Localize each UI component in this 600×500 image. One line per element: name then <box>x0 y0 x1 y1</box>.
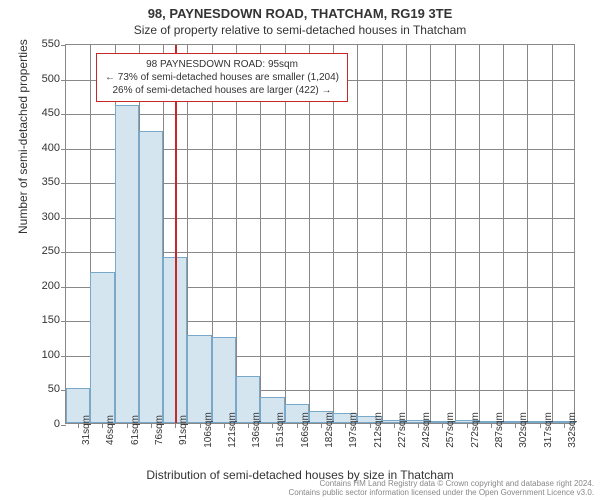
x-tick-label: 121sqm <box>227 412 238 448</box>
footer-line-1: Contains HM Land Registry data © Crown c… <box>288 479 594 489</box>
x-tick-label: 227sqm <box>397 412 408 448</box>
footer-line-2: Contains public sector information licen… <box>288 488 594 498</box>
annotation-line: 26% of semi-detached houses are larger (… <box>105 84 339 97</box>
x-tick-label: 61sqm <box>130 415 141 445</box>
y-tick-label: 250 <box>30 245 60 257</box>
x-tick-mark <box>515 423 516 428</box>
x-tick-mark <box>394 423 395 428</box>
y-tick-mark <box>61 356 66 357</box>
y-tick-mark <box>61 218 66 219</box>
x-tick-mark <box>370 423 371 428</box>
x-tick-mark <box>78 423 79 428</box>
x-tick-label: 46sqm <box>105 415 116 445</box>
x-tick-mark <box>418 423 419 428</box>
y-axis-label: Number of semi-detached properties <box>16 39 30 234</box>
y-tick-label: 500 <box>30 73 60 85</box>
y-tick-mark <box>61 80 66 81</box>
grid-line-vertical <box>552 45 553 423</box>
y-tick-label: 300 <box>30 211 60 223</box>
x-tick-label: 317sqm <box>543 412 554 448</box>
chart-title-sub: Size of property relative to semi-detach… <box>0 23 600 37</box>
x-tick-label: 272sqm <box>470 412 481 448</box>
x-tick-label: 212sqm <box>373 412 384 448</box>
x-tick-mark <box>564 423 565 428</box>
grid-line-vertical <box>479 45 480 423</box>
x-tick-mark <box>272 423 273 428</box>
x-tick-mark <box>102 423 103 428</box>
x-tick-mark <box>540 423 541 428</box>
x-tick-label: 302sqm <box>518 412 529 448</box>
x-tick-mark <box>345 423 346 428</box>
x-tick-mark <box>442 423 443 428</box>
annotation-line: ← 73% of semi-detached houses are smalle… <box>105 71 339 84</box>
x-tick-mark <box>151 423 152 428</box>
x-tick-mark <box>491 423 492 428</box>
y-tick-label: 350 <box>30 176 60 188</box>
x-tick-label: 106sqm <box>203 412 214 448</box>
y-tick-label: 450 <box>30 107 60 119</box>
histogram-bar <box>115 105 139 423</box>
x-tick-label: 76sqm <box>154 415 165 445</box>
annotation-box: 98 PAYNESDOWN ROAD: 95sqm← 73% of semi-d… <box>96 53 348 102</box>
x-tick-label: 151sqm <box>275 412 286 448</box>
grid-line-vertical <box>527 45 528 423</box>
x-tick-mark <box>200 423 201 428</box>
x-tick-label: 242sqm <box>421 412 432 448</box>
x-tick-label: 182sqm <box>324 412 335 448</box>
chart-footer: Contains HM Land Registry data © Crown c… <box>288 479 594 498</box>
y-tick-mark <box>61 183 66 184</box>
chart-title-main: 98, PAYNESDOWN ROAD, THATCHAM, RG19 3TE <box>0 6 600 21</box>
histogram-bar <box>139 131 163 423</box>
x-tick-mark <box>467 423 468 428</box>
y-tick-label: 150 <box>30 314 60 326</box>
y-tick-label: 200 <box>30 280 60 292</box>
x-tick-mark <box>224 423 225 428</box>
histogram-bar <box>90 272 114 423</box>
y-tick-mark <box>61 45 66 46</box>
x-tick-label: 136sqm <box>251 412 262 448</box>
y-tick-label: 50 <box>30 383 60 395</box>
grid-line-vertical <box>455 45 456 423</box>
y-tick-mark <box>61 252 66 253</box>
y-tick-label: 550 <box>30 38 60 50</box>
x-tick-label: 332sqm <box>567 412 578 448</box>
annotation-line: 98 PAYNESDOWN ROAD: 95sqm <box>105 58 339 71</box>
y-tick-mark <box>61 149 66 150</box>
x-tick-mark <box>321 423 322 428</box>
x-tick-label: 91sqm <box>178 415 189 445</box>
y-tick-label: 400 <box>30 142 60 154</box>
x-tick-mark <box>127 423 128 428</box>
y-tick-mark <box>61 114 66 115</box>
grid-line-vertical <box>382 45 383 423</box>
histogram-bar <box>187 335 211 423</box>
plot-area: 98 PAYNESDOWN ROAD: 95sqm← 73% of semi-d… <box>65 44 575 424</box>
y-tick-label: 100 <box>30 349 60 361</box>
y-tick-mark <box>61 321 66 322</box>
x-tick-label: 257sqm <box>445 412 456 448</box>
histogram-bar <box>212 337 236 423</box>
y-tick-mark <box>61 287 66 288</box>
x-tick-mark <box>175 423 176 428</box>
x-tick-mark <box>248 423 249 428</box>
grid-line-vertical <box>406 45 407 423</box>
x-tick-mark <box>297 423 298 428</box>
x-tick-label: 166sqm <box>300 412 311 448</box>
x-tick-label: 31sqm <box>81 415 92 445</box>
y-tick-label: 0 <box>30 418 60 430</box>
x-tick-label: 287sqm <box>494 412 505 448</box>
grid-line-vertical <box>430 45 431 423</box>
grid-line-vertical <box>503 45 504 423</box>
grid-line-horizontal <box>66 114 574 115</box>
x-tick-label: 197sqm <box>348 412 359 448</box>
y-tick-mark <box>61 425 66 426</box>
grid-line-vertical <box>357 45 358 423</box>
